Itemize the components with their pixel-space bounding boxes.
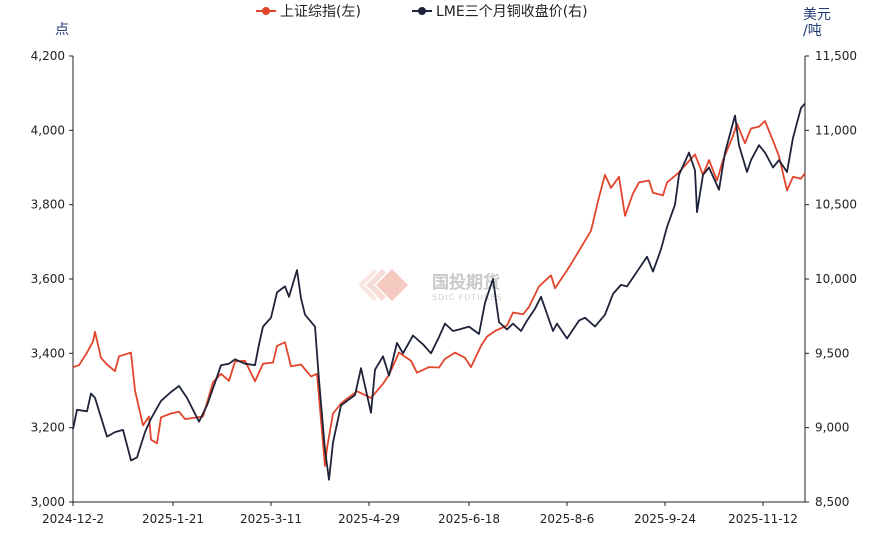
left-axis-ticks: 3,000 3,200 3,400 3,600 3,800 4,000 4,200 bbox=[31, 49, 73, 509]
left-tick-label: 3,800 bbox=[31, 198, 65, 212]
left-axis-unit: 点 bbox=[55, 22, 69, 38]
watermark-logo-stripe2-icon bbox=[358, 269, 377, 301]
series-line-shanghai bbox=[72, 120, 806, 467]
right-tick-label: 9,000 bbox=[815, 421, 849, 435]
x-tick-label: 2025-9-24 bbox=[634, 512, 696, 526]
legend-marker-lme-icon bbox=[418, 7, 426, 15]
x-tick-label: 2024-12-2 bbox=[42, 512, 104, 526]
right-axis-unit-line2: /吨 bbox=[803, 23, 822, 39]
x-tick-label: 2025-4-29 bbox=[338, 512, 400, 526]
right-tick-label: 11,000 bbox=[815, 123, 857, 137]
x-tick-label: 2025-3-11 bbox=[240, 512, 302, 526]
left-tick-label: 4,200 bbox=[31, 49, 65, 63]
series-line-lme bbox=[72, 102, 806, 481]
right-tick-label: 9,500 bbox=[815, 346, 849, 360]
legend-label-lme: LME三个月铜收盘价(右) bbox=[436, 3, 588, 20]
x-axis-ticks: 2024-12-2 2025-1-21 2025-3-11 2025-4-29 2025… bbox=[42, 502, 798, 526]
left-tick-label: 3,200 bbox=[31, 421, 65, 435]
watermark-sub: SDIC FUTURES bbox=[432, 293, 503, 302]
watermark-name: 国投期货 bbox=[432, 272, 500, 293]
x-tick-label: 2025-11-12 bbox=[728, 512, 798, 526]
right-axis-ticks: 8,500 9,000 9,500 10,000 10,500 11,000 11,500 bbox=[805, 49, 857, 509]
legend: 上证综指(左) LME三个月铜收盘价(右) bbox=[256, 3, 588, 20]
right-tick-label: 8,500 bbox=[815, 495, 849, 509]
right-axis-unit-line1: 美元 bbox=[803, 7, 831, 23]
left-tick-label: 3,600 bbox=[31, 272, 65, 286]
legend-label-shanghai: 上证综指(左) bbox=[280, 4, 361, 20]
x-tick-label: 2025-8-6 bbox=[540, 512, 594, 526]
x-tick-label: 2025-1-21 bbox=[142, 512, 204, 526]
left-tick-label: 3,000 bbox=[31, 495, 65, 509]
right-tick-label: 10,000 bbox=[815, 272, 857, 286]
x-tick-label: 2025-6-18 bbox=[438, 512, 500, 526]
watermark: 国投期货 SDIC FUTURES bbox=[358, 269, 503, 302]
left-tick-label: 3,400 bbox=[31, 346, 65, 360]
right-tick-label: 10,500 bbox=[815, 198, 857, 212]
legend-marker-shanghai-icon bbox=[262, 7, 270, 15]
watermark-logo-icon bbox=[376, 269, 408, 301]
left-tick-label: 4,000 bbox=[31, 123, 65, 137]
watermark-logo-stripe-icon bbox=[366, 269, 386, 301]
right-tick-label: 11,500 bbox=[815, 49, 857, 63]
